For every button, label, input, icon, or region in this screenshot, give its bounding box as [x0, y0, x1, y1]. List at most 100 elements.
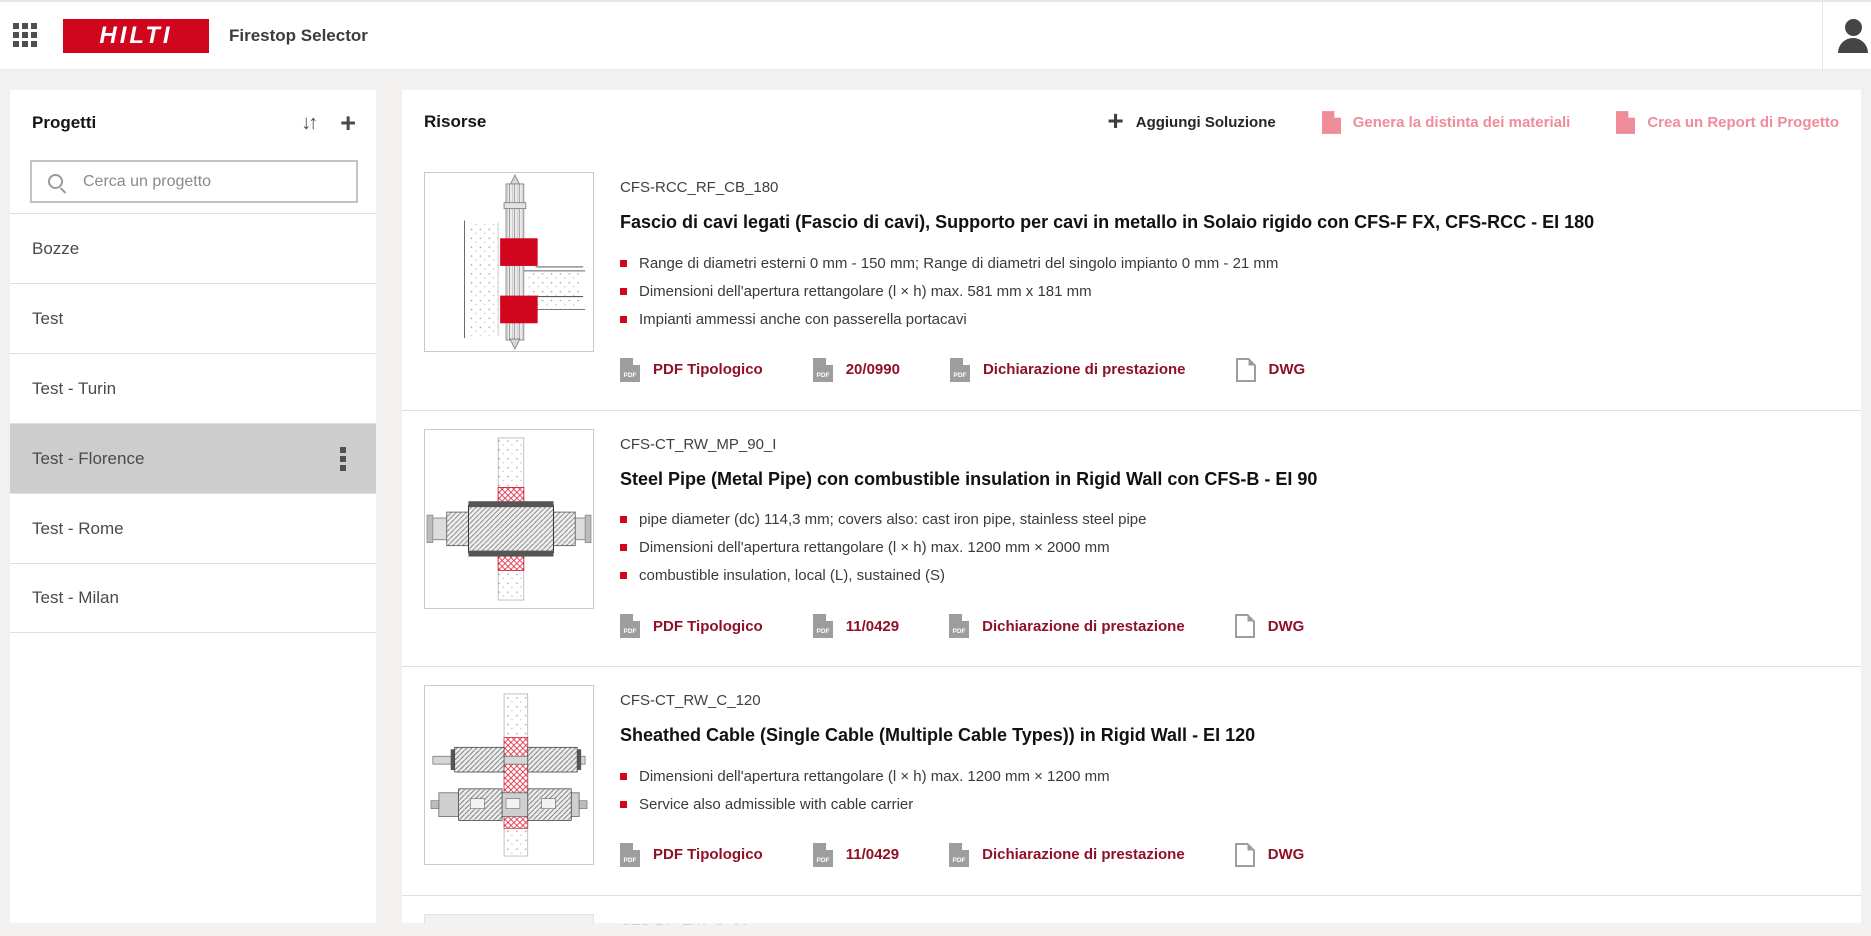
project-label: Test - Rome: [32, 518, 124, 538]
resource-links: PDF PDF Tipologico PDF 20/0990 PDF Dichi…: [620, 357, 1841, 382]
resource-bullet: combustible insulation, local (L), susta…: [620, 567, 1841, 584]
bullet-square-icon: [620, 315, 627, 323]
add-solution-label: Aggiungi Soluzione: [1135, 113, 1276, 131]
svg-text:PDF: PDF: [816, 372, 829, 379]
resource-code: CFS-RCC_RF_CB_180: [620, 179, 779, 196]
document-icon: [1616, 110, 1636, 134]
resource-link-dichiarazione-di-prestazione[interactable]: PDF Dichiarazione di prestazione: [949, 842, 1185, 867]
header-actions: + Aggiungi Soluzione Genera la distinta …: [1107, 104, 1839, 136]
sidebar-item-test-milan[interactable]: Test - Milan: [10, 563, 376, 633]
resource-card: CFS-CT_RW_C_120 Sheathed Cable (Single C…: [402, 666, 1861, 895]
resource-link-label: PDF Tipologico: [653, 617, 763, 635]
pdf-file-icon: PDF: [812, 614, 833, 638]
bullet-square-icon: [620, 516, 627, 523]
wall-steel-pipe-drawing: [426, 437, 592, 600]
resource-thumbnail[interactable]: [424, 428, 594, 609]
resource-bullet: Service also admissible with cable carri…: [620, 796, 1841, 813]
hilti-logo-text: HILTI: [99, 21, 173, 49]
sidebar-item-test-florence[interactable]: Test - Florence: [10, 423, 376, 493]
resource-link-label: PDF Tipologico: [653, 361, 763, 378]
resource-body: CFS-RCC_RF_CB_180 Fascio di cavi legati …: [620, 172, 1841, 410]
topbar-divider: [1822, 0, 1823, 71]
resource-bullet: Range di diametri esterni 0 mm - 150 mm;…: [620, 255, 1841, 272]
resource-links: PDF PDF Tipologico PDF 11/0429 PDF Dichi…: [620, 842, 1841, 867]
resource-bullet: Dimensioni dell'apertura rettangolare (l…: [620, 283, 1841, 300]
resource-bullet: Dimensioni dell'apertura rettangolare (l…: [620, 539, 1841, 556]
resource-link-label: Dichiarazione di prestazione: [982, 361, 1186, 378]
sort-icon[interactable]: ↓↑: [301, 111, 318, 134]
sidebar-title: Progetti: [32, 113, 97, 132]
pdf-file-icon: PDF: [949, 357, 970, 382]
doc-file-icon: [1235, 357, 1256, 382]
resource-link-label: 11/0429: [845, 617, 900, 635]
project-search-input[interactable]: [81, 171, 344, 192]
resource-link-pdf-tipologico[interactable]: PDF PDF Tipologico: [620, 842, 763, 867]
resource-link-11-0429[interactable]: PDF 11/0429: [812, 614, 900, 638]
resource-thumbnail[interactable]: [424, 913, 594, 925]
create-report-button[interactable]: Crea un Report di Progetto: [1616, 110, 1839, 134]
resource-title[interactable]: Fascio di cavi legati (Fascio di cavi), …: [620, 212, 1595, 232]
add-solution-button[interactable]: + Aggiungi Soluzione: [1107, 104, 1276, 136]
generate-bom-label: Genera la distinta dei materiali: [1352, 113, 1571, 131]
bullet-text: Dimensioni dell'apertura rettangolare (l…: [639, 767, 1110, 785]
resource-body: CFS-CT_RW_MP_90_I Steel Pipe (Metal Pipe…: [620, 429, 1841, 667]
bullet-square-icon: [620, 800, 627, 808]
topbar-right: [1822, 0, 1871, 71]
wall-sheathed-cable-drawing: [430, 693, 588, 857]
app-launcher-icon[interactable]: [13, 22, 39, 49]
bullet-square-icon: [620, 772, 627, 780]
generate-bom-button[interactable]: Genera la distinta dei materiali: [1321, 110, 1571, 134]
create-report-label: Crea un Report di Progetto: [1647, 113, 1839, 131]
plus-icon: +: [1107, 104, 1124, 136]
resource-link-dichiarazione-di-prestazione[interactable]: PDF Dichiarazione di prestazione: [949, 614, 1185, 638]
hilti-logo[interactable]: HILTI: [63, 18, 209, 53]
resource-code: CFS-CT_RW_MP_90_I: [620, 435, 777, 453]
topbar: HILTI Firestop Selector: [0, 0, 1871, 71]
svg-text:PDF: PDF: [953, 628, 966, 635]
resource-link-dwg[interactable]: DWG: [1234, 614, 1304, 638]
bullet-square-icon: [620, 544, 627, 551]
projects-sidebar: Progetti ↓↑ + Bozze Test Test - Turin Te…: [10, 90, 376, 925]
sidebar-item-test-turin[interactable]: Test - Turin: [10, 353, 376, 423]
resource-bullets: pipe diameter (dc) 114,3 mm; covers also…: [620, 511, 1841, 584]
svg-text:PDF: PDF: [624, 372, 637, 379]
project-list: Bozze Test Test - Turin Test - Florence …: [10, 213, 376, 633]
resource-link-pdf-tipologico[interactable]: PDF PDF Tipologico: [620, 614, 763, 638]
bullet-text: Impianti ammessi anche con passerella po…: [639, 310, 967, 328]
resource-link-label: PDF Tipologico: [653, 846, 763, 863]
sidebar-item-test-rome[interactable]: Test - Rome: [10, 493, 376, 563]
resource-title[interactable]: Sheathed Cable (Single Cable (Multiple C…: [620, 725, 1256, 745]
project-label: Test - Turin: [32, 378, 117, 398]
resource-body: CFS-CT_RW_C_120 Sheathed Cable (Single C…: [620, 685, 1841, 895]
resource-link-20-0990[interactable]: PDF 20/0990: [812, 357, 900, 382]
floor-cable-bundle-drawing: [464, 174, 586, 350]
sidebar-item-bozze[interactable]: Bozze: [10, 213, 376, 283]
resource-link-label: Dichiarazione di prestazione: [982, 846, 1185, 863]
add-project-icon[interactable]: +: [340, 107, 356, 138]
resources-header: Risorse + Aggiungi Soluzione Genera la d…: [402, 90, 1861, 154]
resource-thumbnail[interactable]: [424, 685, 594, 865]
sidebar-item-test[interactable]: Test: [10, 283, 376, 353]
doc-file-icon: [1234, 614, 1255, 638]
resources-panel: Risorse + Aggiungi Soluzione Genera la d…: [402, 90, 1861, 925]
bullet-text: Dimensioni dell'apertura rettangolare (l…: [639, 282, 1092, 300]
resources-title: Risorse: [424, 112, 487, 131]
bottom-edge-overlay: [0, 923, 1871, 936]
resource-link-pdf-tipologico[interactable]: PDF PDF Tipologico: [620, 357, 763, 382]
resource-link-label: DWG: [1268, 361, 1306, 378]
svg-text:PDF: PDF: [624, 857, 637, 864]
project-search[interactable]: [30, 160, 358, 203]
bullet-text: combustible insulation, local (L), susta…: [639, 567, 945, 584]
user-icon[interactable]: [1837, 18, 1871, 53]
resource-thumbnail[interactable]: [424, 172, 594, 352]
resource-title[interactable]: Steel Pipe (Metal Pipe) con combustible …: [620, 468, 1318, 489]
resource-link-11-0429[interactable]: PDF 11/0429: [812, 842, 899, 867]
resource-bullets: Dimensioni dell'apertura rettangolare (l…: [620, 768, 1841, 813]
resource-link-dwg[interactable]: DWG: [1234, 842, 1304, 867]
doc-file-icon: [1234, 842, 1255, 867]
resource-link-dwg[interactable]: DWG: [1235, 357, 1306, 382]
pdf-file-icon: PDF: [812, 357, 833, 382]
kebab-menu-icon[interactable]: [336, 443, 350, 475]
document-icon: [1321, 110, 1341, 134]
resource-link-dichiarazione-di-prestazione[interactable]: PDF Dichiarazione di prestazione: [949, 357, 1186, 382]
